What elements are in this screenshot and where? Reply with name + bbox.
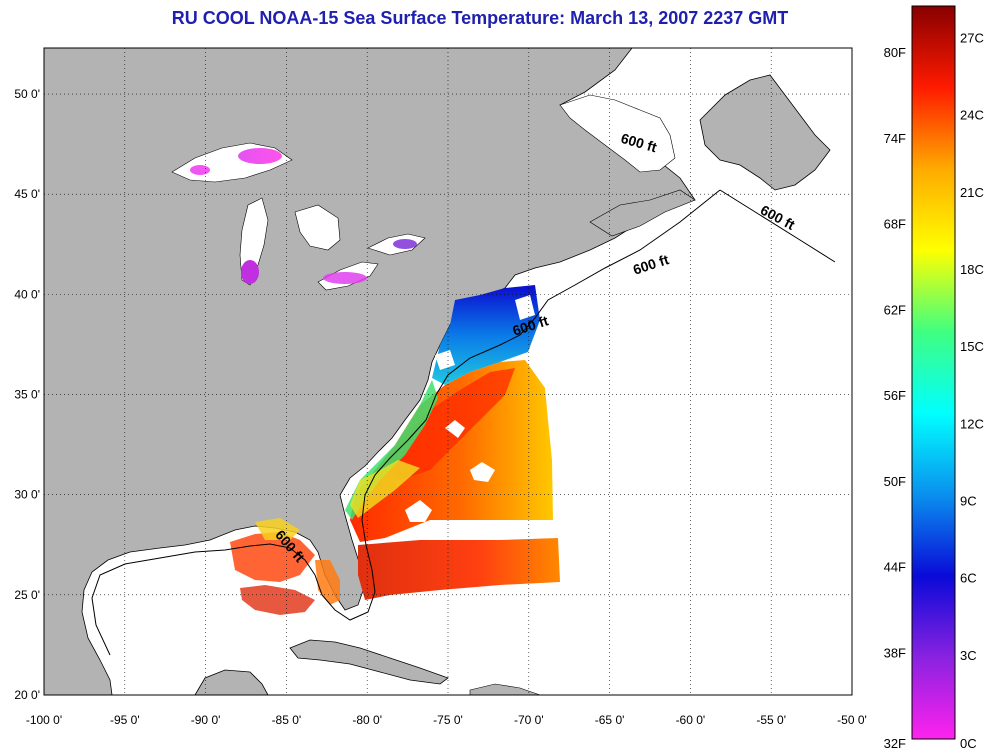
colorbar-bar <box>911 5 956 740</box>
map-border <box>43 47 853 696</box>
lon-tick-label: -100 0' <box>26 713 62 727</box>
colorbar-fahrenheit-label: 50F <box>884 474 906 489</box>
land-nova-scotia <box>589 189 696 237</box>
colorbar-celsius-label: 27C <box>960 31 984 46</box>
colorbar-celsius-label: 9C <box>960 494 977 509</box>
cloud-gap-5 <box>515 295 535 320</box>
lon-tick-label: -65 0' <box>595 713 625 727</box>
lon-tick-label: -80 0' <box>352 713 382 727</box>
sst-nearshore-yellow <box>350 460 420 518</box>
lat-tick-label: 20 0' <box>14 688 40 702</box>
lake-superior-sst-west <box>190 165 210 175</box>
lon-tick-label: -85 0' <box>272 713 302 727</box>
colorbar-fahrenheit-labels: 32F 38F 44F 50F 56F 62F 68F 74F 80F <box>884 45 906 751</box>
sst-shelf-cold <box>432 285 540 385</box>
cloud-gap-3 <box>445 420 465 438</box>
colorbar-celsius-label: 15C <box>960 339 984 354</box>
colorbar-celsius-label: 0C <box>960 736 977 751</box>
colorbar-fahrenheit-label: 56F <box>884 388 906 403</box>
colorbar-celsius-label: 6C <box>960 571 977 586</box>
map-title: RU COOL NOAA-15 Sea Surface Temperature:… <box>171 8 789 28</box>
lat-tick-label: 45 0' <box>14 187 40 201</box>
lake-huron <box>294 204 341 251</box>
colorbar-celsius-label: 18C <box>960 262 984 277</box>
lon-tick-label: -55 0' <box>756 713 786 727</box>
colorbar-fahrenheit-label: 68F <box>884 217 906 232</box>
water-st-lawrence <box>559 94 676 173</box>
lat-tick-label: 50 0' <box>14 87 40 101</box>
lon-tick-label: -50 0' <box>837 713 867 727</box>
colorbar-fahrenheit-label: 80F <box>884 45 906 60</box>
lon-tick-label: -75 0' <box>433 713 463 727</box>
land-hispaniola <box>469 683 541 696</box>
colorbar-celsius-labels: 0C 3C 6C 9C 12C 15C 18C 21C 24C 27C <box>960 31 984 751</box>
colorbar-fahrenheit-label: 74F <box>884 131 906 146</box>
colorbar-fahrenheit-label: 38F <box>884 645 906 660</box>
lon-tick-label: -70 0' <box>514 713 544 727</box>
lat-tick-label: 40 0' <box>14 287 40 301</box>
colorbar-celsius-label: 21C <box>960 185 984 200</box>
lake-michigan-sst <box>241 260 259 284</box>
lon-tick-label: -90 0' <box>191 713 221 727</box>
lat-tick-label: 25 0' <box>14 588 40 602</box>
lon-tick-label: -95 0' <box>110 713 140 727</box>
cloud-gap-2 <box>470 462 495 482</box>
colorbar-celsius-label: 12C <box>960 416 984 431</box>
cloud-gap-1 <box>405 500 432 522</box>
lake-superior-sst <box>238 148 282 164</box>
colorbar-fahrenheit-label: 44F <box>884 560 906 575</box>
sst-florida-band <box>358 538 560 600</box>
colorbar-celsius-label: 3C <box>960 648 977 663</box>
colorbar-fahrenheit-label: 62F <box>884 302 906 317</box>
colorbar-celsius-label: 24C <box>960 108 984 123</box>
lon-tick-label: -60 0' <box>676 713 706 727</box>
lake-ontario-sst <box>393 239 417 249</box>
lat-tick-label: 30 0' <box>14 488 40 502</box>
lake-erie-sst <box>323 272 367 284</box>
map-tick-labels: -100 0' -95 0' -90 0' -85 0' -80 0' -75 0' -70… <box>14 87 866 727</box>
sst-gulf-stream <box>350 360 553 542</box>
lat-tick-label: 35 0' <box>14 388 40 402</box>
land-cuba <box>289 639 449 685</box>
sst-gulf-south <box>240 585 315 615</box>
sst-gulf-nearshore <box>255 518 300 540</box>
cloud-gap-4 <box>435 350 455 370</box>
colorbar-fahrenheit-label: 32F <box>884 736 906 751</box>
sst-gulf-north <box>230 532 315 582</box>
land-newfoundland <box>699 74 831 191</box>
isobath-600ft-line <box>91 189 836 656</box>
